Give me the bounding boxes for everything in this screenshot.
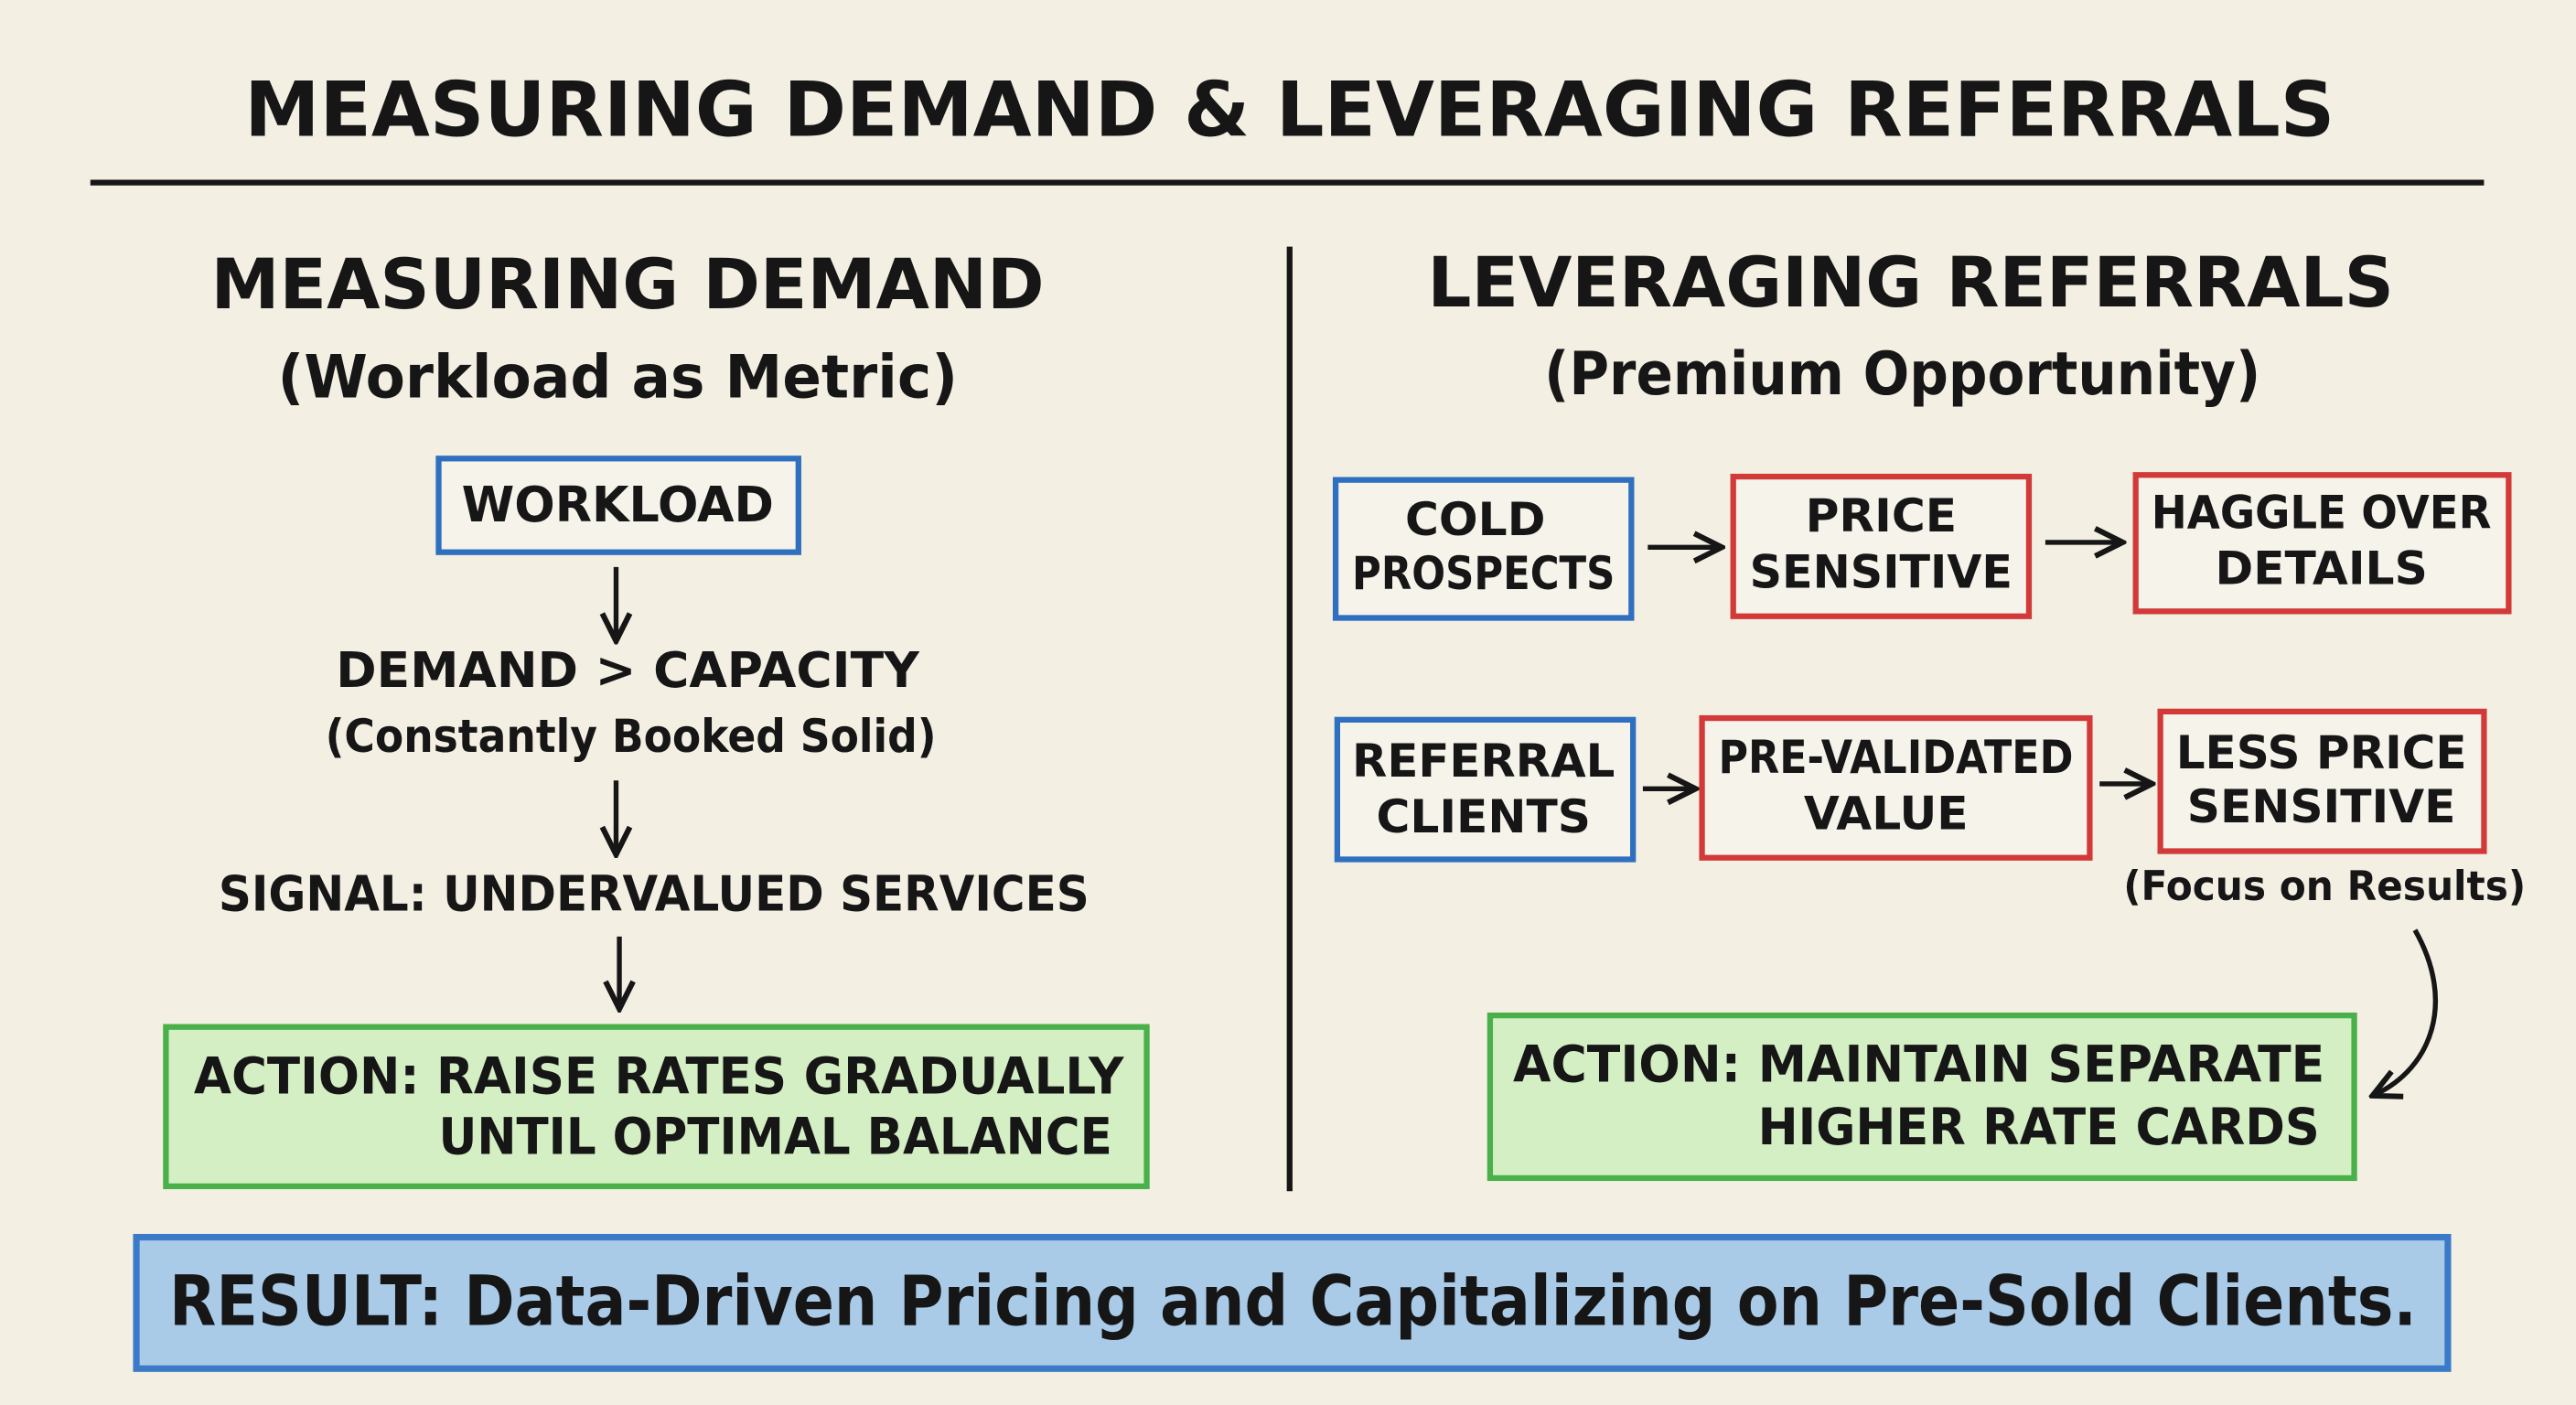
node-label: SIGNAL: UNDERVALUED SERVICES — [219, 864, 1089, 922]
result-box — [133, 1233, 2452, 1372]
step-box — [1730, 473, 2033, 619]
node-label: WORKLOAD — [462, 476, 774, 533]
step-box — [1332, 477, 1635, 621]
curved-arrow — [2376, 928, 2438, 1095]
action-box — [163, 1024, 1150, 1190]
step-box — [2132, 472, 2512, 615]
action-box — [1487, 1012, 2357, 1182]
step-line: PRE-VALIDATED — [1719, 730, 2074, 784]
left-subheading: (Workload as Metric) — [278, 343, 959, 412]
title: MEASURING DEMAND & LEVERAGING REFERRALS — [244, 66, 2334, 154]
step-line: VALUE — [1804, 786, 1969, 840]
step-line: PROSPECTS — [1352, 546, 1615, 600]
step-box — [1699, 714, 2093, 861]
step-line: CLIENTS — [1376, 789, 1591, 843]
step-line: SENSITIVE — [1750, 544, 2012, 598]
step-line: REFERRAL — [1352, 734, 1615, 788]
step-line: HAGGLE OVER — [2152, 486, 2492, 540]
step-line: SENSITIVE — [2187, 779, 2456, 833]
action-line: ACTION: RAISE RATES GRADUALLY — [194, 1046, 1124, 1106]
node-label: DEMAND > CAPACITY — [336, 641, 920, 699]
action-line: ACTION: MAINTAIN SEPARATE — [1513, 1035, 2324, 1095]
step-box — [2157, 708, 2487, 854]
left-heading: MEASURING DEMAND — [211, 244, 1045, 325]
step-note: (Focus on Results) — [2123, 862, 2526, 910]
action-line: HIGHER RATE CARDS — [1758, 1098, 2320, 1157]
step-line: PRICE — [1806, 488, 1957, 542]
right-heading: LEVERAGING REFERRALS — [1427, 242, 2394, 323]
right-subheading: (Premium Opportunity) — [1544, 340, 2260, 409]
step-line: COLD — [1405, 492, 1545, 546]
node-note: (Constantly Booked Solid) — [326, 709, 937, 763]
step-box — [1334, 716, 1637, 863]
step-line: LESS PRICE — [2176, 725, 2467, 779]
step-line: DETAILS — [2215, 542, 2427, 595]
node-box — [435, 456, 801, 555]
result-text: RESULT: Data-Driven Pricing and Capitali… — [169, 1261, 2417, 1342]
action-line: UNTIL OPTIMAL BALANCE — [439, 1108, 1112, 1167]
